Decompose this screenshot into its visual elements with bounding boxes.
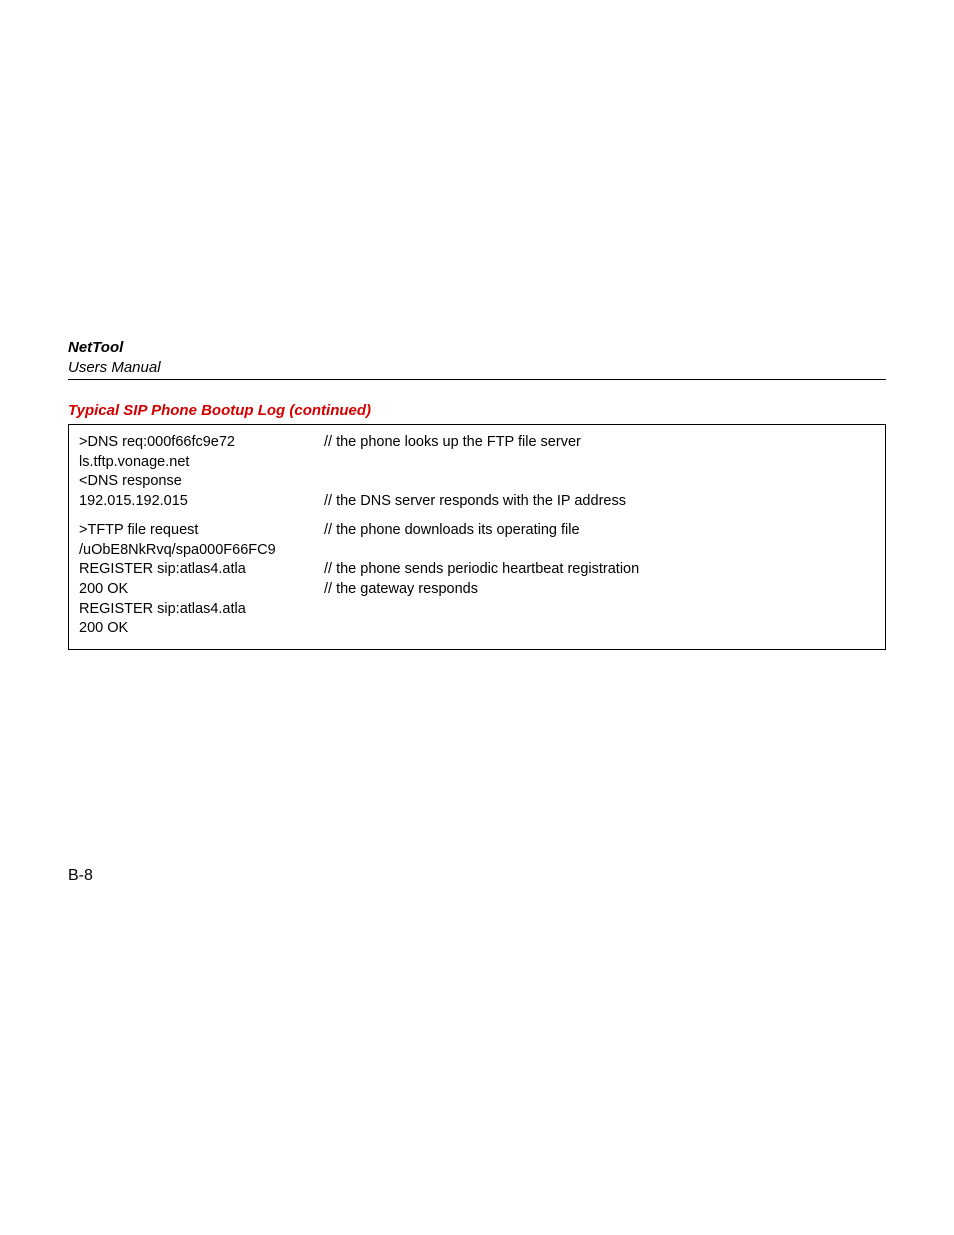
log-row: >TFTP file request // the phone download… — [79, 521, 875, 541]
doc-subtitle: Users Manual — [68, 358, 886, 378]
log-row: >DNS req:000f66fc9e72 // the phone looks… — [79, 433, 875, 453]
log-row: 200 OK — [79, 619, 875, 639]
log-box: >DNS req:000f66fc9e72 // the phone looks… — [68, 424, 886, 650]
log-right: // the phone looks up the FTP file serve… — [324, 433, 875, 453]
log-row: REGISTER sip:atlas4.atla // the phone se… — [79, 560, 875, 580]
log-right — [324, 619, 875, 639]
page-number: B-8 — [68, 867, 93, 885]
log-row: REGISTER sip:atlas4.atla — [79, 600, 875, 620]
section-title: Typical SIP Phone Bootup Log (continued) — [68, 402, 886, 419]
log-left: 200 OK — [79, 580, 324, 600]
log-left: REGISTER sip:atlas4.atla — [79, 560, 324, 580]
log-right: // the phone sends periodic heartbeat re… — [324, 560, 875, 580]
log-left: /uObE8NkRvq/spa000F66FC9 — [79, 541, 324, 561]
log-left: 200 OK — [79, 619, 324, 639]
log-row: ls.tftp.vonage.net — [79, 453, 875, 473]
header-block: NetTool Users Manual — [68, 338, 886, 380]
log-left: >TFTP file request — [79, 521, 324, 541]
log-left: <DNS response — [79, 472, 324, 492]
log-row: <DNS response — [79, 472, 875, 492]
doc-title: NetTool — [68, 338, 886, 358]
log-row: 200 OK // the gateway responds — [79, 580, 875, 600]
log-left: REGISTER sip:atlas4.atla — [79, 600, 324, 620]
log-row: /uObE8NkRvq/spa000F66FC9 — [79, 541, 875, 561]
log-left: 192.015.192.015 — [79, 492, 324, 512]
log-left: >DNS req:000f66fc9e72 — [79, 433, 324, 453]
log-right — [324, 453, 875, 473]
log-left: ls.tftp.vonage.net — [79, 453, 324, 473]
log-spacer — [79, 511, 875, 521]
log-right: // the gateway responds — [324, 580, 875, 600]
log-right — [324, 541, 875, 561]
page: NetTool Users Manual Typical SIP Phone B… — [0, 0, 954, 1235]
log-row: 192.015.192.015 // the DNS server respon… — [79, 492, 875, 512]
log-right — [324, 472, 875, 492]
log-right: // the phone downloads its operating fil… — [324, 521, 875, 541]
log-right: // the DNS server responds with the IP a… — [324, 492, 875, 512]
log-right — [324, 600, 875, 620]
